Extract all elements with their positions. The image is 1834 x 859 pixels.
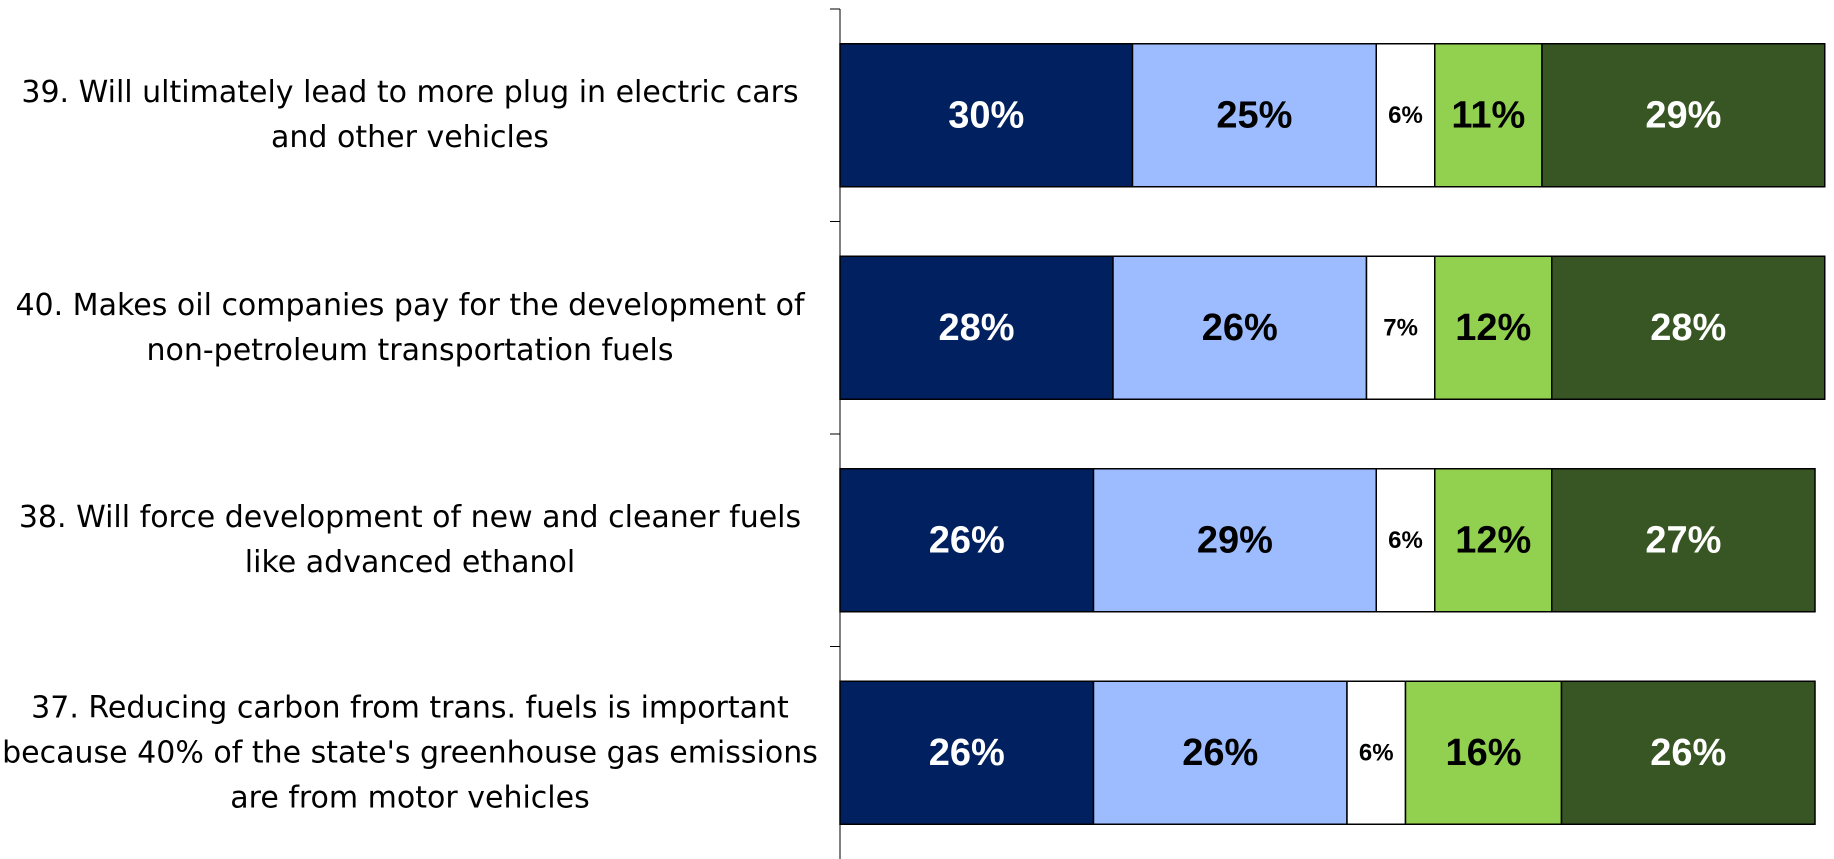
bar-segment (839, 255, 1114, 400)
value-label: 6% (1359, 739, 1394, 766)
value-label: 25% (1216, 94, 1292, 136)
category-label: 39. Will ultimately lead to more plug in… (21, 75, 799, 156)
category-label: 40. Makes oil companies pay for the deve… (15, 287, 805, 368)
bar-segment (1346, 680, 1407, 825)
bar-segment (1434, 468, 1553, 613)
bar-segment (1434, 255, 1553, 400)
bar-segment (839, 468, 1095, 613)
value-label: 29% (1645, 94, 1721, 136)
bar-segment (1551, 255, 1826, 400)
bar-segment (839, 43, 1134, 188)
value-label: 26% (1650, 732, 1726, 774)
value-label: 6% (1388, 527, 1423, 554)
value-label: 26% (929, 732, 1005, 774)
value-label: 26% (1182, 732, 1258, 774)
value-label: 30% (948, 94, 1024, 136)
bar-segment (1551, 468, 1816, 613)
bar-segment (1131, 43, 1377, 188)
bar-segment (1365, 255, 1436, 400)
value-label: 28% (938, 307, 1014, 349)
value-label: 12% (1455, 307, 1531, 349)
bar-segment (1092, 680, 1348, 825)
bar-segment (839, 680, 1095, 825)
bar-segment (1560, 680, 1816, 825)
value-label: 27% (1645, 519, 1721, 561)
bar-segment (1541, 43, 1826, 188)
value-label: 26% (1202, 307, 1278, 349)
bar-segment (1092, 468, 1377, 613)
value-label: 28% (1650, 307, 1726, 349)
bar-segment (1375, 468, 1436, 613)
value-label: 11% (1451, 94, 1525, 136)
bar-segment (1112, 255, 1368, 400)
value-label: 29% (1197, 519, 1273, 561)
category-label: 37. Reducing carbon from trans. fuels is… (2, 690, 818, 816)
value-label: 12% (1455, 519, 1531, 561)
value-label: 16% (1445, 732, 1521, 774)
category-label: 38. Will force development of new and cl… (18, 500, 802, 581)
value-label: 7% (1383, 314, 1418, 341)
value-label: 6% (1388, 102, 1423, 129)
value-label: 26% (929, 519, 1005, 561)
bar-segment (1404, 680, 1563, 825)
